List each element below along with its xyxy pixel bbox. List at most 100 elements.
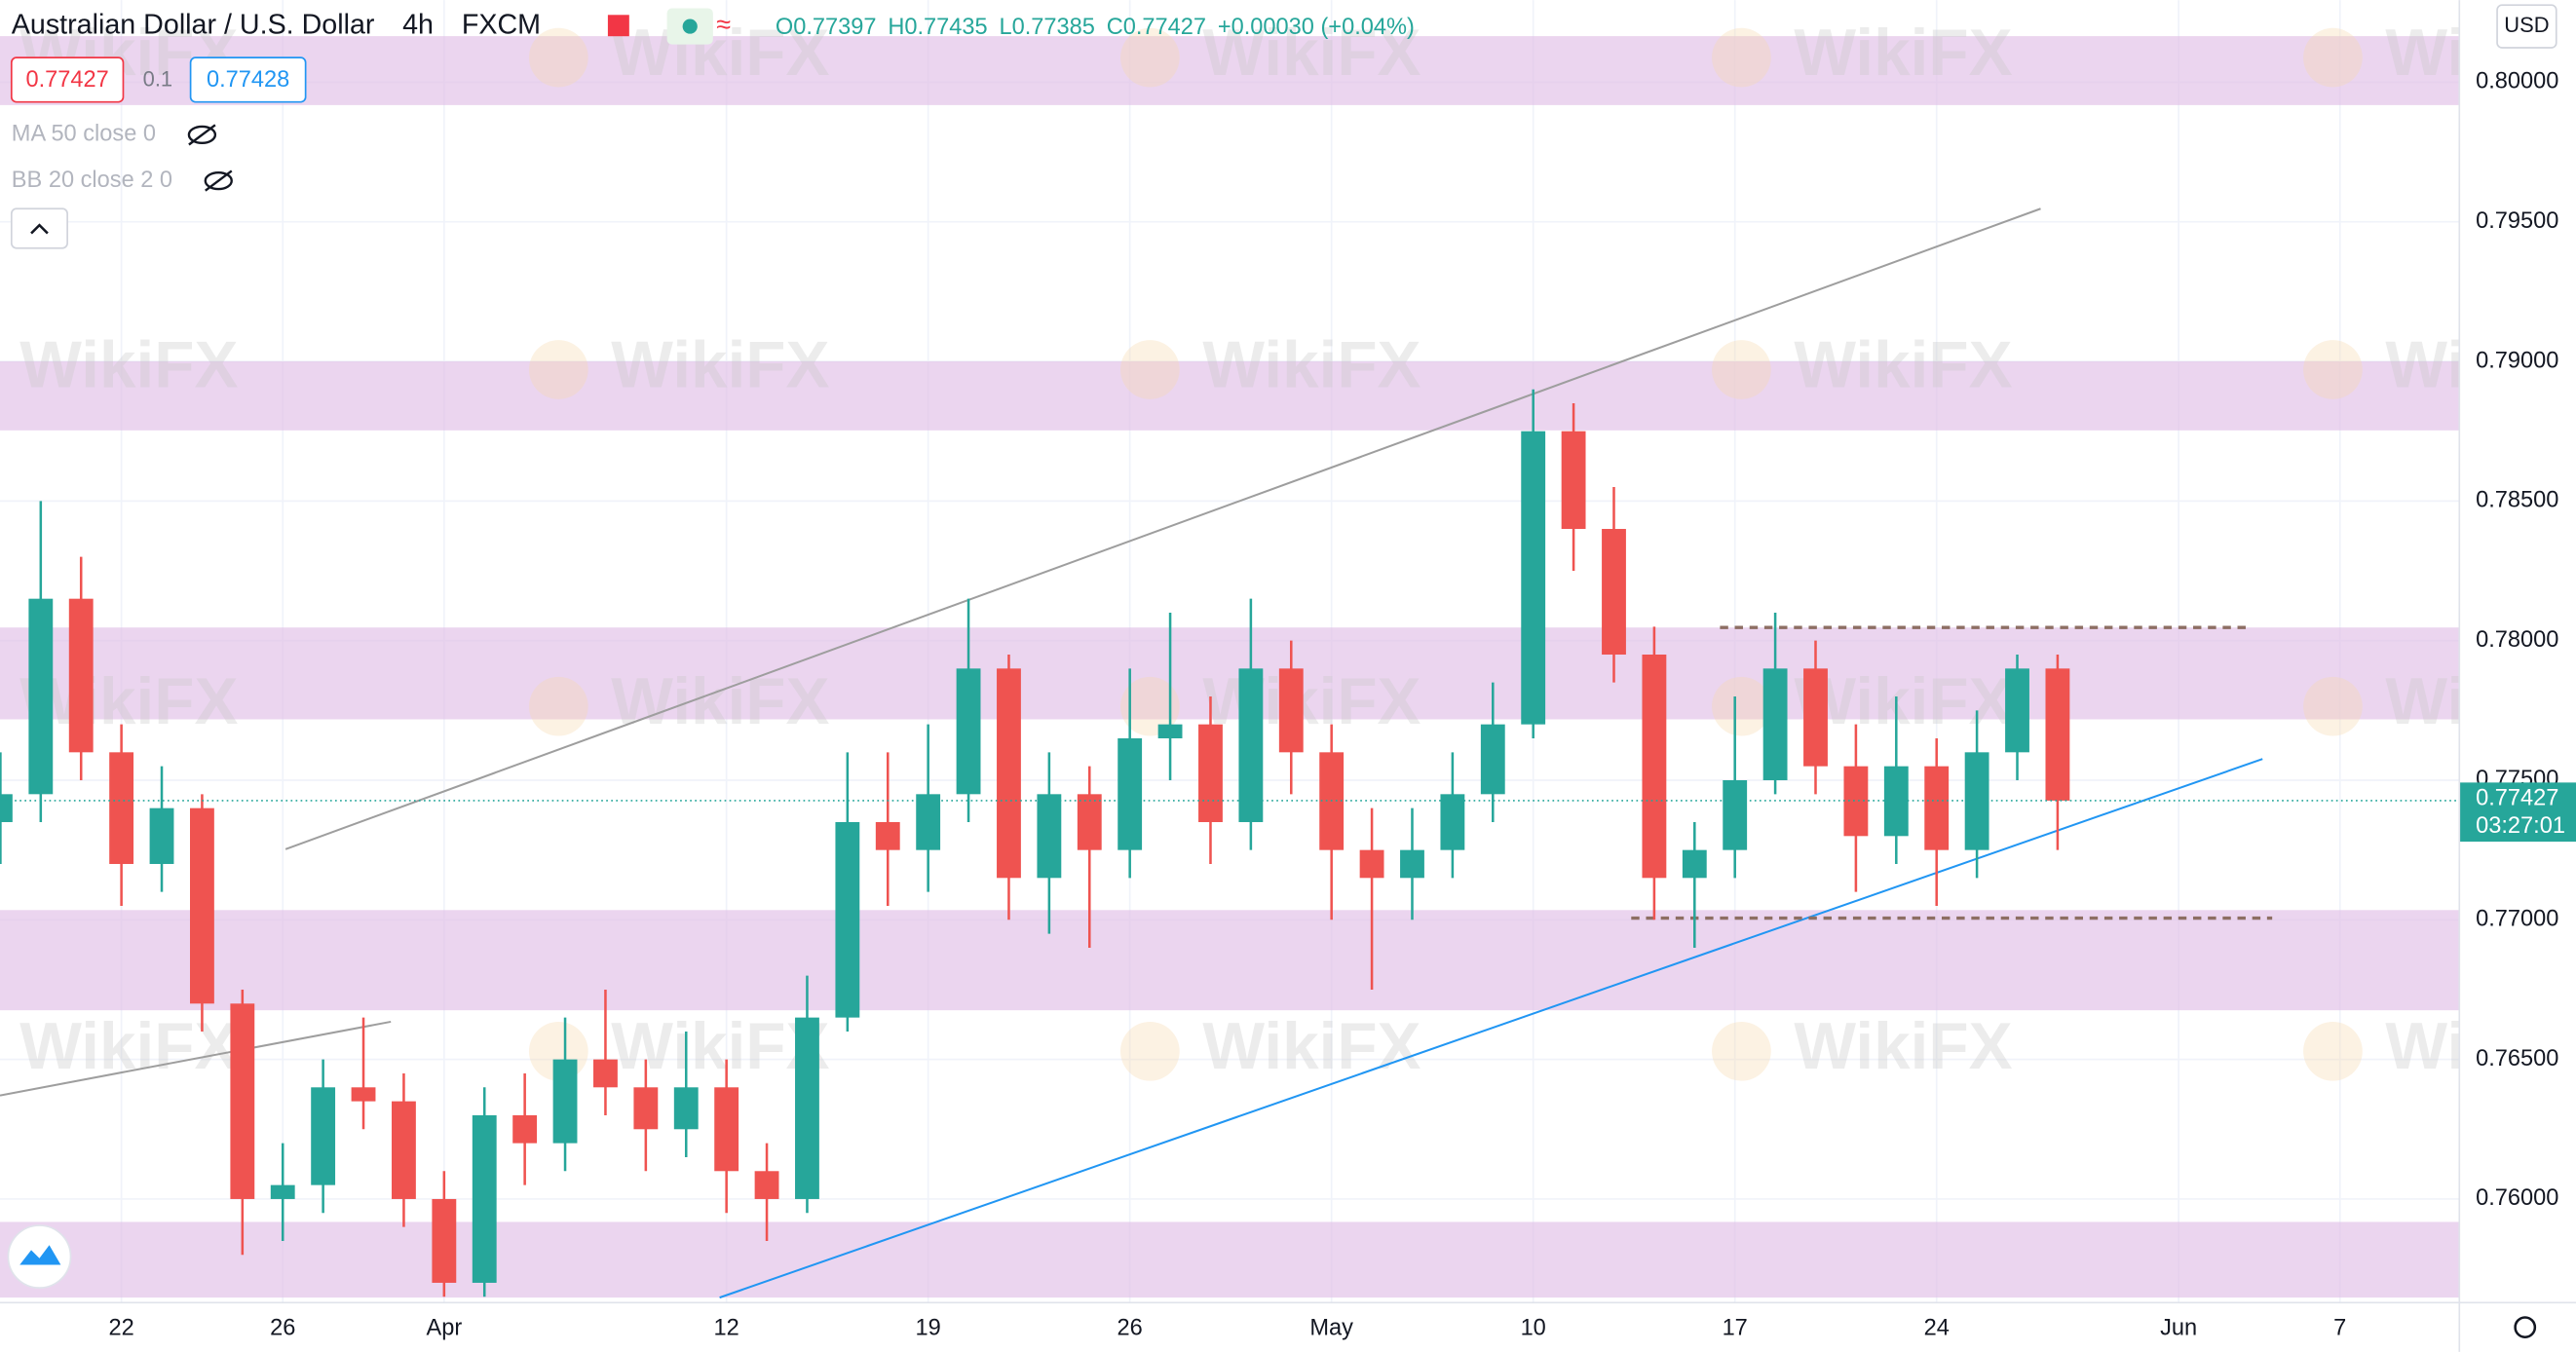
last-price-label: 0.77427	[2476, 785, 2558, 810]
watermark: WikiFX	[1202, 1010, 1421, 1083]
ohlc-value: H0.77435	[888, 15, 987, 40]
eye-slash	[188, 124, 216, 146]
candle-body	[1118, 737, 1143, 850]
watermark: WikiFX	[1794, 17, 2012, 90]
candle-body	[1682, 849, 1707, 879]
watermark-logo	[2303, 676, 2363, 736]
x-tick-label: 10	[1521, 1316, 1546, 1341]
candle-body	[1440, 794, 1465, 850]
ohlc-legend: O0.77397 H0.77435 L0.77385 C0.77427 +0.00030…	[776, 15, 1415, 40]
candle-body	[432, 1198, 457, 1283]
candles	[0, 389, 2070, 1297]
candle-body	[1924, 766, 1950, 850]
watermark: WikiFX	[19, 1010, 238, 1083]
candle-body	[472, 1114, 497, 1283]
x-tick-label: 12	[714, 1316, 739, 1341]
candle-body	[2045, 668, 2070, 801]
status-dot	[682, 19, 698, 34]
collapse-button[interactable]	[10, 207, 68, 249]
candle-body	[916, 794, 941, 850]
y-tick-label: 0.78500	[2476, 488, 2558, 513]
candle-body	[190, 807, 214, 1004]
candle-body	[552, 1059, 578, 1144]
trendline	[0, 1020, 392, 1097]
watermark-logo	[1120, 340, 1180, 399]
candle-body	[795, 1017, 819, 1199]
x-tick-label: 26	[270, 1316, 295, 1341]
price-zone	[0, 910, 2460, 1011]
candle-body	[1077, 794, 1102, 850]
currency-box[interactable]	[2496, 4, 2557, 49]
y-tick-label: 0.76500	[2476, 1046, 2558, 1071]
x-tick-label: 22	[108, 1316, 133, 1341]
ohlc-value: +0.00030 (+0.04%)	[1218, 15, 1415, 40]
watermark: WikiFX	[1202, 328, 1421, 401]
ohlc-value: C0.77427	[1107, 15, 1206, 40]
candle-body	[109, 752, 134, 864]
x-tick-label: 17	[1723, 1316, 1748, 1341]
interval: 4h	[402, 10, 434, 41]
candle-body	[1198, 724, 1223, 822]
y-tick-label: 0.79500	[2476, 208, 2558, 234]
price-zone	[0, 361, 2460, 431]
candle-body	[311, 1087, 336, 1185]
y-tick-label: 0.78000	[2476, 627, 2558, 653]
eye-icon[interactable]	[204, 170, 233, 191]
watermark: WikiFX	[19, 328, 238, 401]
ask-box[interactable]	[189, 56, 307, 103]
candle-body	[714, 1087, 739, 1172]
source: FXCM	[462, 10, 541, 41]
watermark-logo	[1120, 1021, 1180, 1081]
watermark: WikiFX	[611, 1010, 829, 1083]
y-tick-label: 0.77000	[2476, 907, 2558, 932]
watermark-logo	[528, 676, 588, 736]
watermark: WikiFX	[611, 17, 829, 90]
candle-body	[68, 598, 94, 753]
logo-badge[interactable]	[7, 1224, 72, 1289]
price-zone	[0, 36, 2460, 105]
eye-icon[interactable]	[187, 125, 217, 145]
candle-body	[1762, 668, 1788, 780]
watermark-logo	[1712, 1021, 1771, 1081]
candle-body	[956, 668, 981, 795]
x-tick-label: 7	[2333, 1316, 2346, 1341]
bid-box[interactable]	[10, 56, 125, 103]
candle-body	[1157, 724, 1183, 738]
candle-body	[1602, 529, 1626, 656]
countdown: 03:27:01	[2476, 813, 2565, 839]
watermark: WikiFX	[611, 665, 829, 738]
y-tick-label: 0.79000	[2476, 348, 2558, 373]
delay-icon: ≈	[716, 10, 731, 39]
watermark: WikiFX	[2385, 328, 2576, 401]
collapse-arrow	[30, 223, 49, 235]
overlay: 0.760000.765000.770000.775000.780000.785…	[0, 69, 2576, 1341]
x-tick-label: Apr	[426, 1316, 462, 1341]
symbol-title: Australian Dollar / U.S. Dollar	[12, 10, 375, 41]
trendlines	[0, 207, 2273, 1299]
candle-body	[351, 1087, 376, 1102]
price-zone	[0, 1221, 2460, 1298]
indicator-label[interactable]: MA 50 close 0	[12, 122, 156, 147]
watermark-logo	[2303, 340, 2363, 399]
flag-icon[interactable]	[607, 15, 629, 37]
y-tick-label: 0.80000	[2476, 69, 2558, 94]
watermark: WikiFX	[2385, 665, 2576, 738]
watermark: WikiFX	[1794, 1010, 2012, 1083]
candle-body	[392, 1101, 416, 1199]
spread: 0.1	[143, 67, 172, 92]
indicator-label[interactable]: BB 20 close 2 0	[12, 168, 172, 193]
eye-slash	[205, 169, 233, 192]
y-tick-label: 0.76000	[2476, 1185, 2558, 1211]
watermark: WikiFX	[2385, 17, 2576, 90]
x-tick-label: Jun	[2160, 1316, 2197, 1341]
settings-icon[interactable]	[2514, 1316, 2537, 1338]
ask-price: 0.77428	[207, 67, 289, 93]
candle-body	[1278, 668, 1304, 753]
last-price-box	[2459, 782, 2576, 843]
candle-body	[1521, 431, 1546, 725]
candle-body	[1238, 668, 1264, 822]
logo-icon	[19, 1245, 61, 1265]
watermark-logo	[2303, 27, 2363, 88]
